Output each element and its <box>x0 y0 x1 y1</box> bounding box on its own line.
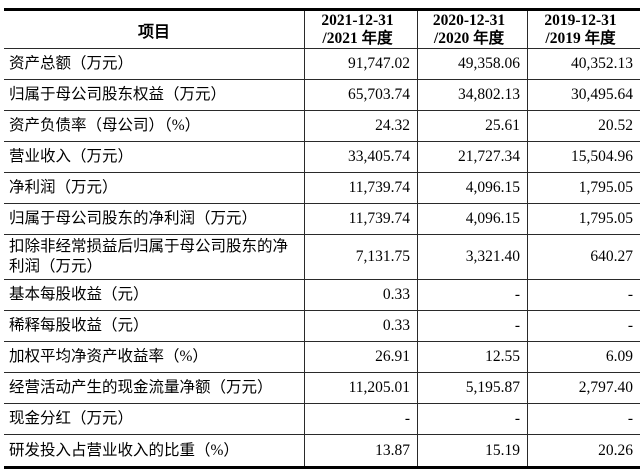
value-2020: - <box>417 280 527 310</box>
table-row: 经营活动产生的现金流量净额（万元） 11,205.01 5,195.87 2,7… <box>4 373 640 404</box>
value-2021: - <box>304 404 417 434</box>
row-label: 研发投入占营业收入的比重（%） <box>9 441 239 459</box>
value-2020: 3,321.40 <box>417 235 527 279</box>
value-2020: 5,195.87 <box>417 373 527 403</box>
header-period-2019-date: 2019-12-31 <box>544 11 617 29</box>
value-2019: 6.09 <box>527 342 640 372</box>
header-period-2021-year: /2021 年度 <box>322 29 393 47</box>
table-row: 营业收入（万元） 33,405.74 21,727.34 15,504.96 <box>4 142 640 173</box>
header-period-2020-date: 2020-12-31 <box>432 11 506 29</box>
header-period-2021-date: 2021-12-31 <box>321 11 394 29</box>
row-label: 稀释每股收益（元） <box>9 317 149 334</box>
header-period-2020: 2020-12-31 /2020 年度 <box>417 11 527 48</box>
row-label: 现金分红（万元） <box>9 410 134 427</box>
row-label: 资产负债率（母公司）（%） <box>9 117 201 134</box>
value-2019: 40,352.13 <box>527 49 640 79</box>
value-2020: - <box>417 404 527 434</box>
value-2021: 0.33 <box>304 311 417 341</box>
value-2021: 11,739.74 <box>304 204 417 234</box>
value-2019: 2,797.40 <box>527 373 640 403</box>
header-period-2021: 2021-12-31 /2021 年度 <box>304 11 417 48</box>
value-2019: 30,495.64 <box>527 80 640 110</box>
value-2019: - <box>527 404 640 434</box>
value-2021: 91,747.02 <box>304 49 417 79</box>
financial-summary-table: 项目 2021-12-31 /2021 年度 2020-12-31 /2020 … <box>4 8 640 469</box>
value-2021: 13.87 <box>304 435 417 466</box>
row-label: 营业收入（万元） <box>9 148 134 165</box>
row-label: 净利润（万元） <box>9 179 118 196</box>
header-item: 项目 <box>137 23 170 41</box>
value-2020: 15.19 <box>417 435 527 466</box>
value-2020: 25.61 <box>417 111 527 141</box>
table-row: 归属于母公司股东权益（万元） 65,703.74 34,802.13 30,49… <box>4 80 640 111</box>
value-2020: 4,096.15 <box>417 173 527 203</box>
row-label: 归属于母公司股东的净利润（万元） <box>9 210 258 227</box>
table-row: 扣除非经常损益后归属于母公司股东的净利润（万元） 7,131.75 3,321.… <box>4 235 640 280</box>
value-2019: 640.27 <box>527 235 640 279</box>
value-2020: 21,727.34 <box>417 142 527 172</box>
table-row: 资产负债率（母公司）（%） 24.32 25.61 20.52 <box>4 111 640 142</box>
value-2021: 7,131.75 <box>304 235 417 279</box>
header-period-2020-year: /2020 年度 <box>433 29 505 47</box>
value-2020: 49,358.06 <box>417 49 527 79</box>
value-2020: 34,802.13 <box>417 80 527 110</box>
row-label: 归属于母公司股东权益（万元） <box>9 86 227 103</box>
value-2021: 26.91 <box>304 342 417 372</box>
table-row: 基本每股收益（元） 0.33 - - <box>4 280 640 311</box>
value-2020: 12.55 <box>417 342 527 372</box>
row-label: 基本每股收益（元） <box>9 286 149 303</box>
value-2019: 1,795.05 <box>527 173 640 203</box>
header-period-2019: 2019-12-31 /2019 年度 <box>527 11 640 48</box>
row-label: 经营活动产生的现金流量净额（万元） <box>9 379 273 396</box>
table-row: 现金分红（万元） - - - <box>4 404 640 435</box>
value-2019: 20.26 <box>527 435 640 466</box>
value-2019: - <box>527 311 640 341</box>
value-2019: 1,795.05 <box>527 204 640 234</box>
value-2021: 11,739.74 <box>304 173 417 203</box>
table-row: 净利润（万元） 11,739.74 4,096.15 1,795.05 <box>4 173 640 204</box>
value-2019: 15,504.96 <box>527 142 640 172</box>
table-row: 稀释每股收益（元） 0.33 - - <box>4 311 640 342</box>
value-2021: 33,405.74 <box>304 142 417 172</box>
row-label: 加权平均净资产收益率（%） <box>9 348 208 365</box>
value-2021: 65,703.74 <box>304 80 417 110</box>
row-label: 扣除非经常损益后归属于母公司股东的净利润（万元） <box>9 238 289 275</box>
table-row: 归属于母公司股东的净利润（万元） 11,739.74 4,096.15 1,79… <box>4 204 640 235</box>
row-label: 资产总额（万元） <box>9 55 134 72</box>
table-header-row: 项目 2021-12-31 /2021 年度 2020-12-31 /2020 … <box>4 11 640 49</box>
value-2019: 20.52 <box>527 111 640 141</box>
value-2021: 11,205.01 <box>304 373 417 403</box>
value-2020: - <box>417 311 527 341</box>
table-row: 研发投入占营业收入的比重（%） 13.87 15.19 20.26 <box>4 435 640 466</box>
value-2020: 4,096.15 <box>417 204 527 234</box>
value-2021: 0.33 <box>304 280 417 310</box>
value-2019: - <box>527 280 640 310</box>
table-row: 加权平均净资产收益率（%） 26.91 12.55 6.09 <box>4 342 640 373</box>
table-row: 资产总额（万元） 91,747.02 49,358.06 40,352.13 <box>4 49 640 80</box>
header-period-2019-year: /2019 年度 <box>545 29 616 47</box>
value-2021: 24.32 <box>304 111 417 141</box>
